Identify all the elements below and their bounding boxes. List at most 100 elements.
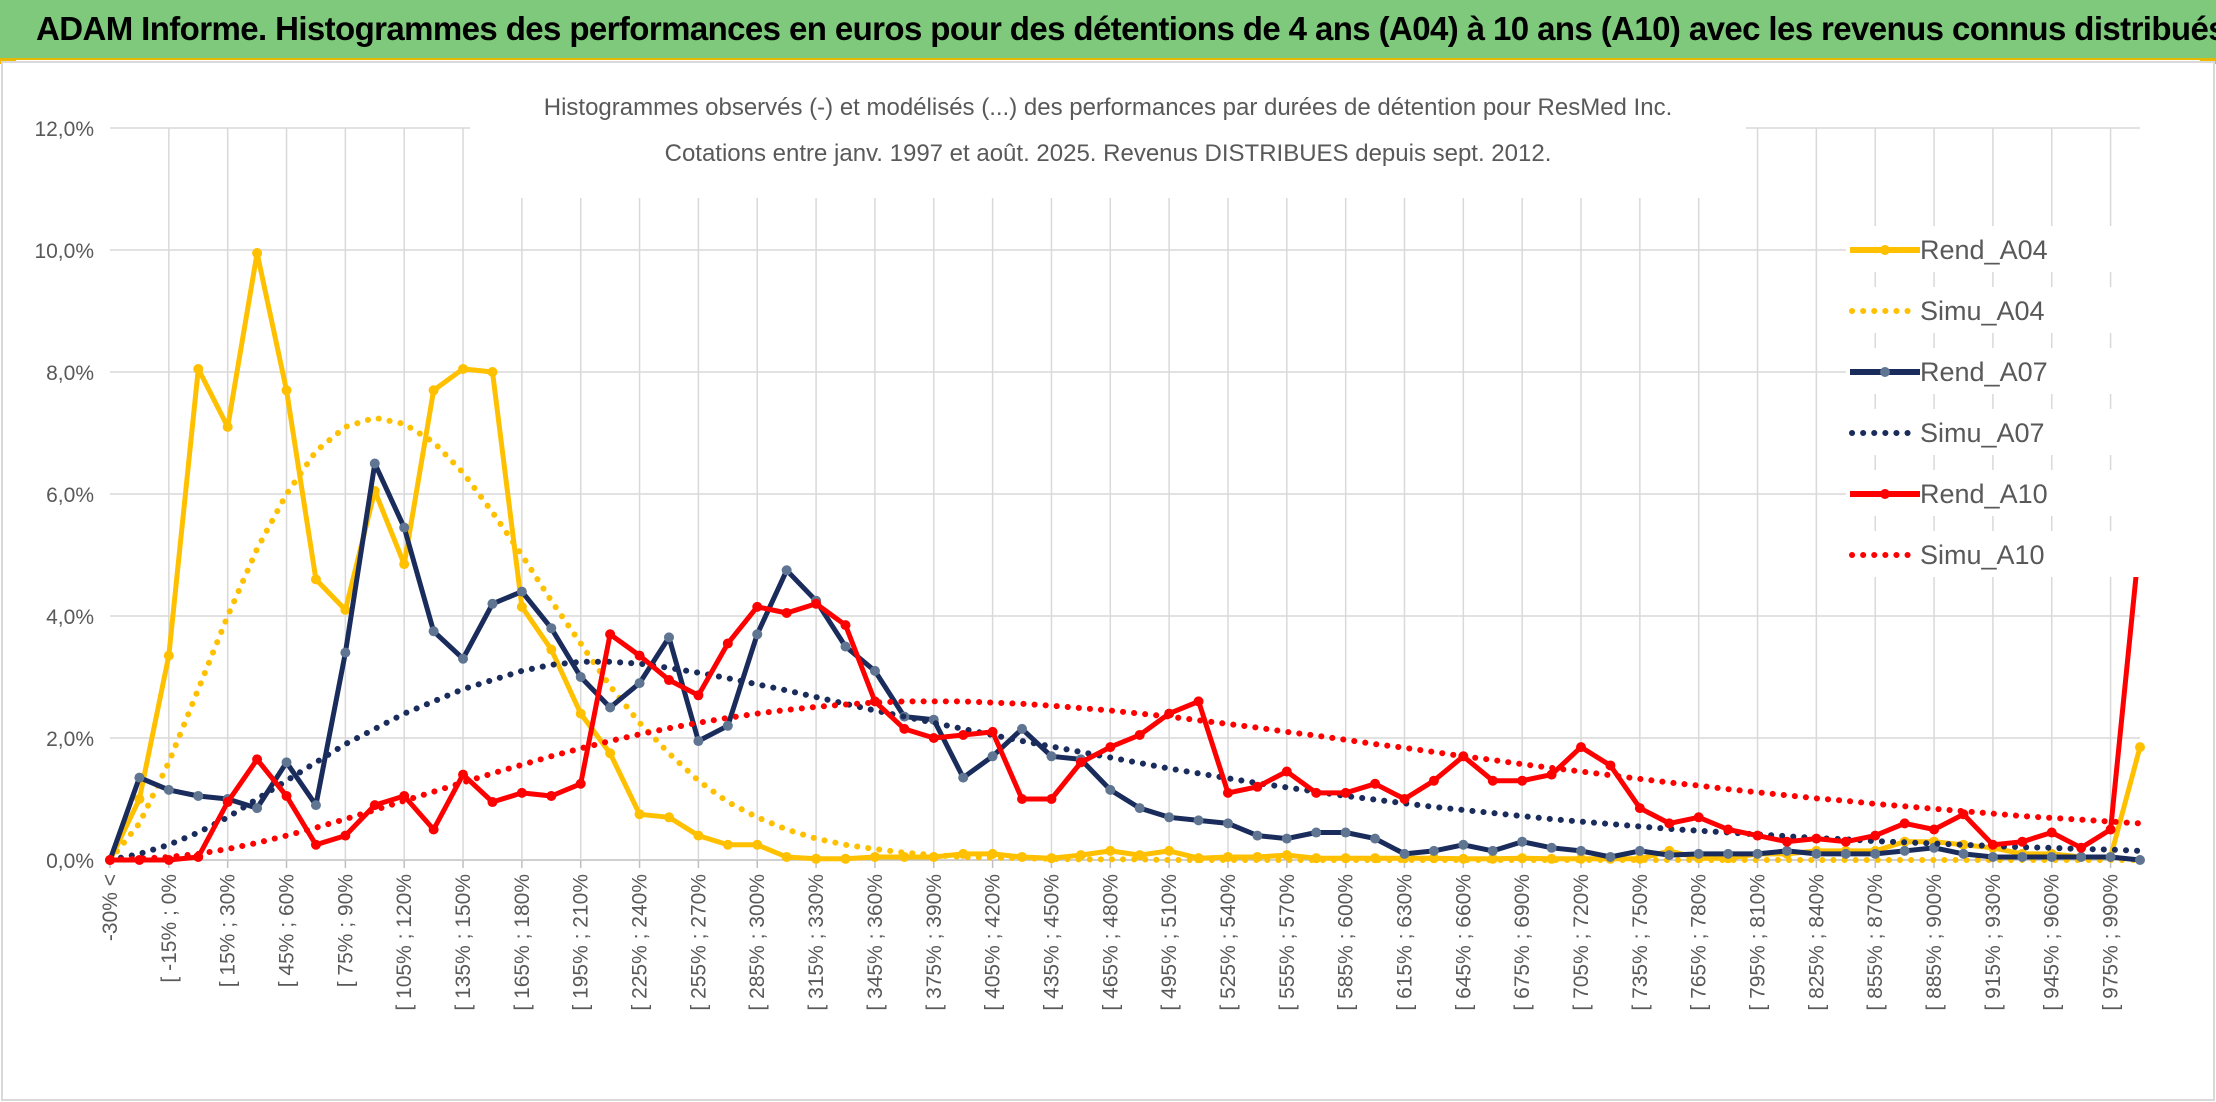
rend-a10-point [1576, 742, 1587, 753]
rend-a04-point [516, 601, 527, 612]
rend-a10-point [1370, 778, 1381, 789]
rend-a10-point [1605, 760, 1616, 771]
x-tick-label: [ 435% ; 450% [1040, 874, 1063, 1011]
rend-a07-point [1458, 839, 1469, 850]
rend-a04-point [1046, 853, 1057, 864]
rend-a04-point [458, 363, 469, 374]
rend-a07-point [281, 757, 292, 768]
rend-a07-point [1723, 848, 1734, 859]
x-tick-label: [ 315% ; 330% [805, 874, 828, 1011]
x-tick-label: [ 825% ; 840% [1805, 874, 1828, 1011]
rend-a07-point [663, 632, 674, 643]
rend-a10-point [2046, 827, 2057, 838]
rend-a10-point [693, 690, 704, 701]
rend-a04-point [340, 604, 351, 615]
rend-a10-point [1105, 742, 1116, 753]
rend-a10-legend-marker [1880, 489, 1890, 499]
rend-a04-point [399, 559, 410, 570]
x-tick-label: [ 195% ; 210% [570, 874, 593, 1011]
rend-a10-point [781, 607, 792, 618]
rend-a07-point [1605, 851, 1616, 862]
rend-a10-point [2076, 842, 2087, 853]
chart-title: Histogrammes observés (-) et modélisés (… [544, 94, 1673, 121]
rend-a10-point [546, 790, 557, 801]
rend-a10-point [928, 733, 939, 743]
rend-a07-point [1840, 848, 1851, 859]
rend-a10-point [222, 797, 233, 808]
rend-a10-point [752, 601, 763, 612]
report-title: ADAM Informe. Histogrammes des performan… [36, 10, 2216, 47]
y-tick-label: 6,0% [46, 484, 94, 507]
rend-a07-point [605, 702, 616, 713]
rend-a04-point [869, 851, 880, 862]
legend: Rend_A04 Simu_A04 Rend_A07 Simu_A07 Rend_A10… [1846, 226, 2146, 577]
rend-a07-point [2105, 851, 2116, 862]
rend-a07-point [1752, 848, 1763, 859]
rend-a04-legend-label: Rend_A04 [1920, 235, 2048, 265]
rend-a07-point [487, 598, 498, 609]
rend-a07-point [575, 672, 586, 682]
rend-a10-point [2017, 836, 2028, 847]
rend-a10-point [1987, 839, 1998, 850]
x-tick-label: [ 525% ; 540% [1217, 874, 1240, 1011]
x-tick-label: [ 615% ; 630% [1393, 874, 1416, 1011]
rend-a04-point [2135, 742, 2145, 753]
rend-a10-point [310, 839, 321, 850]
rend-a04-point [163, 650, 174, 661]
rend-a10-point [487, 797, 498, 808]
histogram-chart: 0,0% 2,0% 4,0% 6,0% 8,0% 10,0% 12,0% -30% < [ -… [1, 61, 2215, 1101]
rend-a04-point [1105, 845, 1116, 856]
rend-a07-point [781, 565, 792, 576]
rend-a07-point [1252, 830, 1263, 841]
rend-a07-point [1222, 818, 1233, 829]
rend-a04-point [663, 812, 674, 823]
x-tick-label: [ 405% ; 420% [982, 874, 1005, 1011]
x-tick-label: [ 285% ; 300% [746, 874, 769, 1011]
x-tick-label: [ 705% ; 720% [1570, 874, 1593, 1011]
rend-a07-point [2076, 851, 2087, 862]
rend-a04-point [252, 248, 263, 259]
rend-a10-point [1017, 794, 1028, 804]
rend-a07-point [1428, 845, 1439, 856]
rend-a10-line [110, 536, 2143, 863]
rend-a07-point [134, 772, 145, 783]
title-backdrop [470, 86, 1746, 198]
y-tick-label: 12,0% [34, 118, 94, 141]
x-tick-label: [ 345% ; 360% [864, 874, 887, 1011]
rend-a07-point [1487, 845, 1498, 856]
rend-a07-point [987, 751, 998, 762]
rend-a04-legend-marker [1880, 245, 1890, 255]
rend-a07-point [1664, 850, 1675, 861]
rend-a10-point [1752, 830, 1763, 841]
rend-a10-point [1781, 836, 1792, 847]
chart-area [1, 61, 2215, 1101]
rend-a10-point [1723, 824, 1734, 835]
rend-a07-point [1576, 845, 1587, 856]
rend-a04-point [693, 830, 704, 841]
x-tick-label: [ 15% ; 30% [217, 874, 240, 987]
rend-a10-point [663, 675, 674, 686]
rend-a04-point [575, 708, 586, 719]
rend-a10-legend-label: Rend_A10 [1920, 479, 2048, 509]
rend-a10-point [458, 769, 469, 780]
rend-a07-point [1811, 848, 1822, 859]
x-tick-label: [ 795% ; 810% [1747, 874, 1770, 1011]
rend-a07-point [1017, 723, 1028, 734]
rend-a04-point [722, 839, 733, 850]
rend-a10-point [1252, 781, 1263, 792]
rend-a04-point [281, 385, 292, 396]
rend-a07-point [2135, 855, 2145, 865]
x-tick-label: -30% < [99, 874, 122, 941]
rend-a10-point [1664, 818, 1675, 829]
rend-a10-point [1428, 775, 1439, 786]
rend-a10-point [1340, 787, 1351, 798]
rend-a07-point [399, 522, 410, 533]
x-tick-label: [ 585% ; 600% [1335, 874, 1358, 1011]
rend-a10-point [1399, 794, 1410, 804]
simu-a07-line [107, 658, 2143, 863]
rend-a07-line [107, 461, 2141, 863]
rend-a10-point [2105, 824, 2116, 835]
rend-a10-point [1811, 833, 1822, 844]
rend-a07-point [1046, 751, 1057, 762]
rend-a07-point [163, 784, 174, 795]
